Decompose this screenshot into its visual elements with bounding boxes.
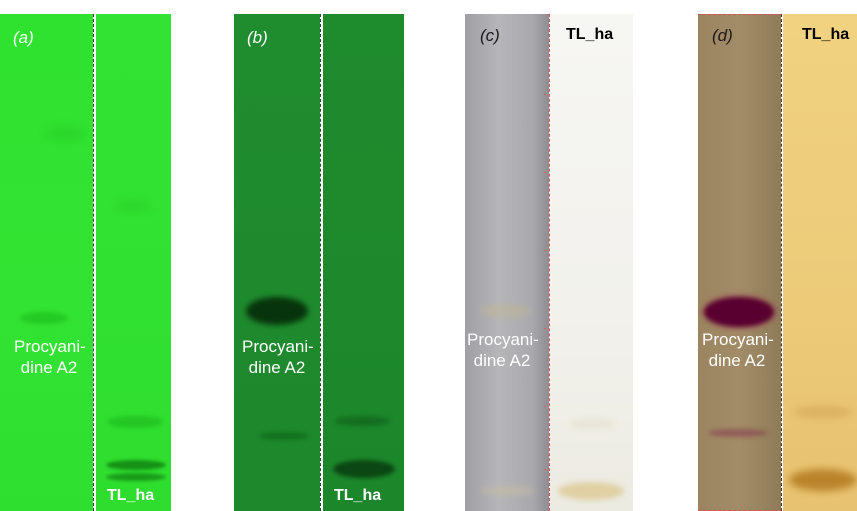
band-sample-b2 [333, 460, 395, 478]
band-standard-a [20, 312, 68, 324]
panel-letter-d: (d) [712, 26, 733, 45]
panel-letter-b: (b) [247, 28, 268, 47]
band-standard-b [246, 297, 308, 325]
band-sample-d2 [793, 406, 853, 418]
plate-panel-c: (c) Procyani- dine A2 TL_ha [465, 14, 633, 511]
band-sample-b1 [335, 416, 390, 426]
sample-label-b: TL_ha [334, 487, 382, 504]
band-bottom-c [480, 486, 535, 496]
tick-c5 [544, 406, 546, 407]
sample-label-d: TL_ha [802, 26, 850, 43]
band-sample-a2 [106, 460, 166, 470]
lane-standard-a [0, 14, 93, 511]
band-sample-c1 [558, 482, 624, 500]
sample-label-c: TL_ha [566, 26, 614, 43]
panel-letter-c: (c) [480, 26, 500, 45]
panel-letter-a: (a) [13, 28, 34, 47]
lane-sample-b [323, 14, 404, 511]
plate-panel-b: (b) Procyani- dine A2 TL_ha [234, 14, 404, 511]
standard-label-c: Procyani- dine A2 [467, 330, 539, 370]
lane-border-top-d [698, 14, 781, 15]
band-standard-c [480, 304, 530, 318]
lane-standard-c [465, 14, 549, 511]
band-faint-b [259, 432, 309, 440]
band-sample-a4 [116, 199, 151, 213]
tick-c3 [544, 250, 546, 251]
lane-separator-b1 [320, 14, 321, 511]
lane-standard-d [698, 14, 781, 511]
plate-panel-a: (a) Procyani- dine A2 TL_ha [0, 14, 171, 511]
lane-separator-c [549, 14, 550, 511]
lane-gap-a [93, 14, 96, 511]
lane-separator-a1 [93, 14, 94, 511]
band-sample-a1 [108, 416, 163, 428]
tick-c1 [544, 94, 546, 95]
tick-c4 [544, 328, 546, 329]
band-sample-d1 [789, 469, 857, 491]
lane-separator-d1 [781, 14, 782, 511]
band-sample-a3 [106, 473, 166, 481]
plate-panel-d: (d) Procyani- dine A2 TL_ha [698, 14, 857, 511]
standard-label-b: Procyani- dine A2 [242, 337, 314, 377]
band-standard-d [704, 297, 774, 327]
tick-c2 [544, 172, 546, 173]
lane-sample-d [783, 14, 857, 511]
lane-gap-b [320, 14, 323, 511]
lane-sample-a [96, 14, 171, 511]
sample-label-a: TL_ha [107, 487, 155, 504]
standard-label-d: Procyani- dine A2 [702, 330, 774, 370]
band-sample-c2 [570, 419, 615, 429]
band-faint-d [708, 429, 768, 437]
lane-standard-b [234, 14, 320, 511]
band-faint-a [45, 126, 85, 142]
lane-sample-c [550, 14, 633, 511]
standard-label-a: Procyani- dine A2 [14, 337, 86, 377]
tick-c6 [544, 469, 546, 470]
